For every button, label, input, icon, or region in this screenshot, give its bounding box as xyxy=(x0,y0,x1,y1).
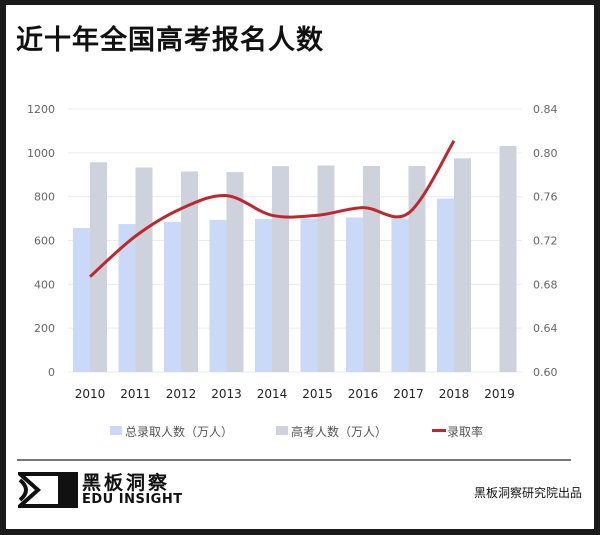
legend-label: 总录取人数（万人） xyxy=(125,424,233,439)
bar-examinees xyxy=(317,165,335,372)
y2-tick-label: 0.80 xyxy=(533,147,558,160)
bar-examinees xyxy=(454,158,471,372)
y2-tick-label: 0.84 xyxy=(533,103,558,116)
bar-examinees xyxy=(499,146,517,372)
credit-text: 黑板洞察研究院出品 xyxy=(473,486,582,500)
bar-admitted xyxy=(255,219,272,372)
bar-admitted xyxy=(73,228,90,372)
y-tick-label: 1200 xyxy=(27,103,55,116)
y-tick-label: 800 xyxy=(34,191,55,204)
x-tick-label: 2014 xyxy=(257,387,288,401)
brand-name: 黑板洞察 xyxy=(82,472,171,494)
y-tick-label: 0 xyxy=(48,366,55,379)
x-tick-label: 2016 xyxy=(348,387,379,401)
legend-label: 高考人数（万人） xyxy=(291,424,387,439)
divider xyxy=(17,459,571,461)
x-tick-label: 2013 xyxy=(211,387,242,401)
x-tick-label: 2015 xyxy=(302,387,333,401)
x-tick-label: 2010 xyxy=(75,387,106,401)
y2-tick-label: 0.68 xyxy=(533,278,558,291)
x-tick-label: 2012 xyxy=(166,387,197,401)
x-tick-label: 2019 xyxy=(484,387,515,401)
bar-examinees xyxy=(135,167,153,372)
x-tick-label: 2018 xyxy=(439,387,470,401)
bar-admitted xyxy=(164,221,181,372)
y2-tick-label: 0.72 xyxy=(533,235,558,248)
bar-admitted xyxy=(437,198,454,372)
bar-examinees xyxy=(363,165,380,372)
bar-admitted xyxy=(391,218,409,372)
bar-admitted xyxy=(346,217,363,372)
y-tick-label: 1000 xyxy=(27,147,55,160)
x-tick-label: 2011 xyxy=(120,387,151,401)
bar-admitted xyxy=(118,224,136,372)
chart-title: 近十年全国高考报名人数 xyxy=(16,25,324,56)
y2-tick-label: 0.64 xyxy=(533,322,558,335)
legend-label: 录取率 xyxy=(447,424,483,439)
y-tick-label: 600 xyxy=(34,235,55,248)
y2-tick-label: 0.76 xyxy=(533,191,558,204)
bar-admitted xyxy=(209,219,227,372)
legend-swatch xyxy=(432,429,446,432)
y-tick-label: 200 xyxy=(34,322,55,335)
y2-tick-label: 0.60 xyxy=(533,366,558,379)
brand-name-en: EDU INSIGHT xyxy=(82,492,183,507)
bar-examinees xyxy=(181,171,198,372)
bar-examinees xyxy=(226,172,244,372)
x-tick-label: 2017 xyxy=(393,387,424,401)
line-admission-rate xyxy=(89,139,456,278)
legend-swatch xyxy=(110,426,122,435)
y-tick-label: 400 xyxy=(34,278,55,291)
bar-examinees xyxy=(272,166,289,372)
bar-admitted xyxy=(300,218,318,372)
edu-insight-logo xyxy=(18,472,78,508)
legend-swatch xyxy=(276,426,288,435)
bar-examinees xyxy=(408,165,426,372)
